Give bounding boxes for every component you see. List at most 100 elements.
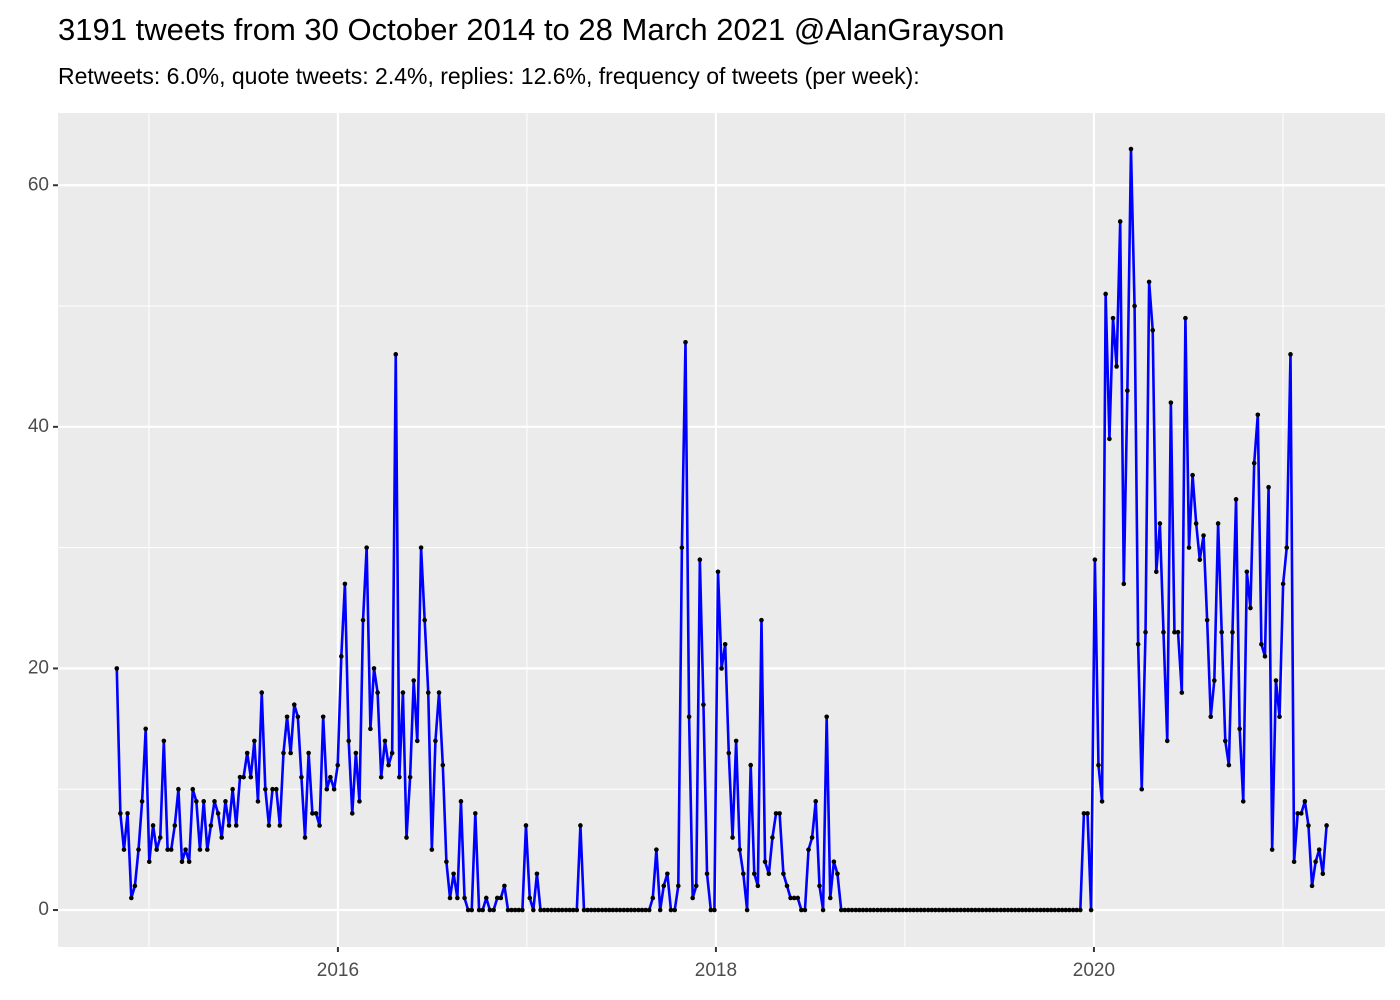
data-point [1114,364,1119,369]
data-point [476,907,482,913]
data-point [1288,352,1293,357]
data-point [588,907,594,913]
data-point [878,907,884,913]
data-point [726,750,732,756]
data-point [857,907,862,913]
data-point [1309,883,1315,889]
data-point [1154,569,1159,575]
data-point [759,617,764,623]
data-point [114,666,120,671]
data-point [1172,629,1177,635]
data-point [226,823,232,828]
data-point [520,907,525,913]
data-point [777,811,782,816]
data-point [1193,521,1199,526]
data-point [1099,799,1105,804]
data-point [1168,400,1174,405]
data-point [291,702,297,707]
data-point [393,352,399,357]
data-point [1005,907,1011,913]
data-point [1107,436,1112,442]
data-point [397,774,402,780]
data-point [654,847,659,852]
data-point [1204,617,1210,623]
data-point [368,726,373,732]
data-point [1020,907,1025,913]
data-point [690,895,695,901]
data-point [871,907,877,913]
data-point [1244,569,1250,575]
data-point [896,907,902,913]
data-point [205,847,210,852]
data-point [556,907,561,913]
data-point [176,786,181,792]
data-point [1262,654,1268,659]
data-point [864,907,869,913]
data-point [907,907,913,913]
data-point [1110,315,1116,321]
data-point [1201,533,1206,538]
data-point [578,823,583,828]
data-point [766,871,772,877]
data-point [219,835,224,840]
data-point [335,762,341,768]
data-point [121,847,127,852]
data-point [1233,497,1239,502]
data-point [183,847,188,852]
data-point [281,750,286,756]
data-point [491,907,496,913]
data-point [1190,472,1195,478]
data-point [552,907,558,913]
data-point [237,774,243,780]
data-point [697,557,703,563]
data-point [636,907,641,913]
data-point [980,907,985,913]
data-point [581,907,587,913]
data-point [643,907,648,913]
data-point [914,907,920,913]
data-point [1002,907,1007,913]
data-point [313,811,319,816]
data-point [1009,907,1014,913]
data-point [625,907,630,913]
data-point [1088,907,1094,913]
data-point [1248,605,1253,611]
data-point [925,907,931,913]
data-point [1103,291,1108,297]
data-point [976,907,982,913]
data-point [817,883,822,889]
data-point [820,907,826,913]
data-point [317,823,322,828]
data-point [1277,714,1282,720]
y-tick-label: 20 [28,657,49,678]
data-point [288,750,293,756]
data-point [194,799,199,804]
data-point [266,823,272,828]
data-point [592,907,598,913]
x-tick-label: 2018 [695,960,737,981]
data-point [1179,690,1185,695]
data-point [639,907,645,913]
data-point [1041,907,1047,913]
data-point [1096,762,1101,768]
data-point [259,690,265,695]
y-tick-label: 60 [28,174,49,195]
chart-subtitle: Retweets: 6.0%, quote tweets: 2.4%, repl… [58,63,920,89]
data-point [1183,315,1188,321]
data-point [860,907,866,913]
data-point [1320,871,1326,877]
data-point [632,907,637,913]
data-point [436,690,442,695]
data-point [614,907,619,913]
data-point [1197,557,1203,563]
data-point [824,714,829,720]
data-point [965,907,971,913]
data-point [1063,907,1069,913]
data-point [1259,641,1264,647]
data-point [1273,678,1279,683]
data-point [1298,811,1304,816]
data-point [911,907,916,913]
data-point [1284,545,1290,550]
data-point [737,847,743,852]
data-point [1302,799,1308,804]
